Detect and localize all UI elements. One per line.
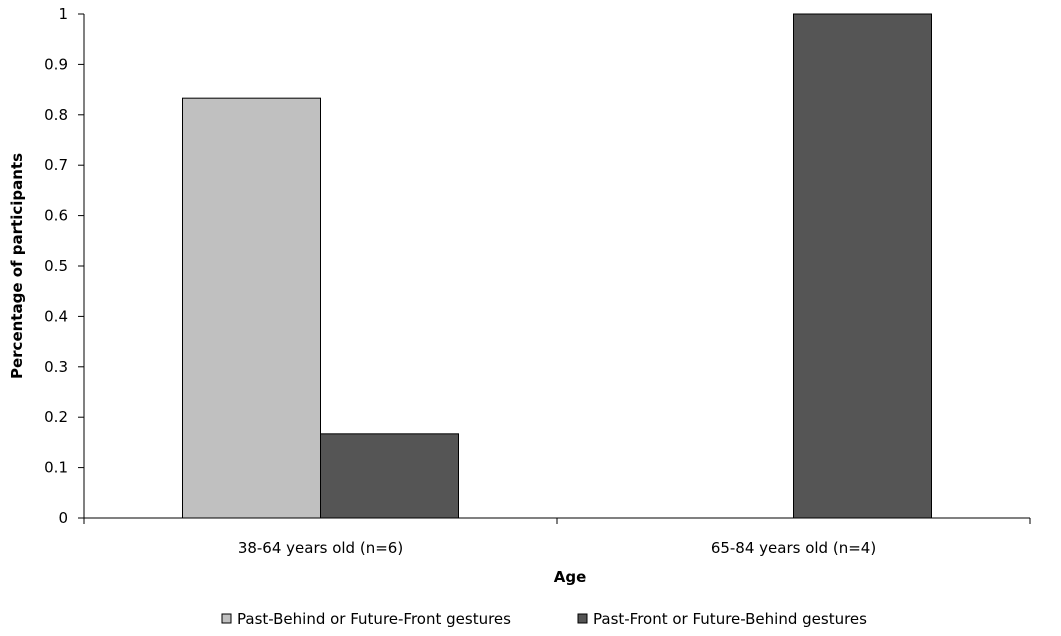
x-category-label: 65-84 years old (n=4) (711, 539, 876, 557)
y-tick-label: 1 (58, 5, 68, 23)
y-tick-label: 0.6 (44, 207, 68, 225)
y-tick-label: 0.7 (44, 156, 68, 174)
legend-label: Past-Behind or Future-Front gestures (237, 610, 511, 628)
y-tick-label: 0 (58, 509, 68, 527)
y-tick-label: 0.1 (44, 459, 68, 477)
y-tick-label: 0.3 (44, 358, 68, 376)
x-axis-ticks (83, 518, 1031, 524)
legend-label: Past-Front or Future-Behind gestures (593, 610, 867, 628)
x-category-label: 38-64 years old (n=6) (238, 539, 403, 557)
bar-series2-cat1 (320, 433, 459, 519)
y-tick-label: 0.8 (44, 106, 68, 124)
y-tick-label: 0.5 (44, 257, 68, 275)
x-axis-title: Age (554, 568, 587, 586)
legend-swatch (577, 613, 588, 624)
bars (182, 13, 932, 519)
legend: Past-Behind or Future-Front gestures Past… (221, 610, 867, 628)
bar-series1-cat1 (182, 97, 321, 519)
y-axis-ticks: 0 0.1 0.2 0.3 0.4 0.5 0.6 0.7 0.8 0.9 1 (44, 5, 84, 527)
x-axis-category-labels: 38-64 years old (n=6) 65-84 years old (n=… (238, 539, 876, 557)
y-tick-label: 0.2 (44, 408, 68, 426)
y-axis-title: Percentage of participants (8, 153, 26, 379)
legend-swatch (221, 613, 232, 624)
bar-series2-cat2 (793, 13, 932, 519)
y-tick-label: 0.9 (44, 55, 68, 73)
y-tick-label: 0.4 (44, 307, 68, 325)
